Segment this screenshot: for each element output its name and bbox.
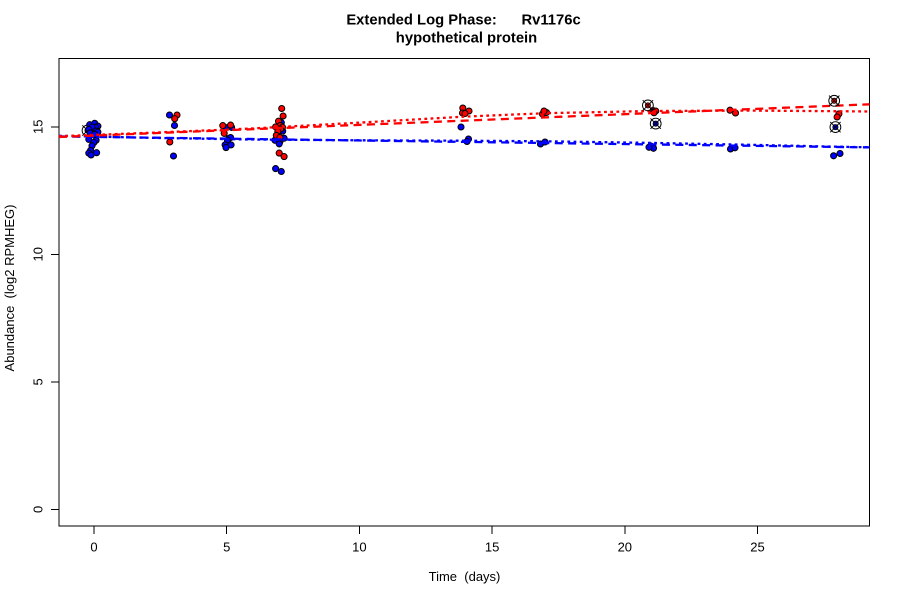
svg-text:0: 0 xyxy=(90,540,97,555)
svg-text:0: 0 xyxy=(31,506,46,513)
svg-text:5: 5 xyxy=(31,378,46,385)
svg-text:10: 10 xyxy=(352,540,366,555)
svg-text:hypothetical protein: hypothetical protein xyxy=(396,31,537,47)
svg-text:5: 5 xyxy=(223,540,230,555)
svg-text:10: 10 xyxy=(31,247,46,261)
svg-text:Abundance (log2 RPMHEG): Abundance (log2 RPMHEG) xyxy=(2,205,17,372)
svg-text:15: 15 xyxy=(31,120,46,134)
svg-text:20: 20 xyxy=(618,540,632,555)
svg-text:25: 25 xyxy=(750,540,764,555)
svg-text:15: 15 xyxy=(485,540,499,555)
svg-text:Time (days): Time (days) xyxy=(429,569,501,584)
svg-text:Extended Log Phase: Rv117: Extended Log Phase: Rv1176c xyxy=(346,12,580,28)
